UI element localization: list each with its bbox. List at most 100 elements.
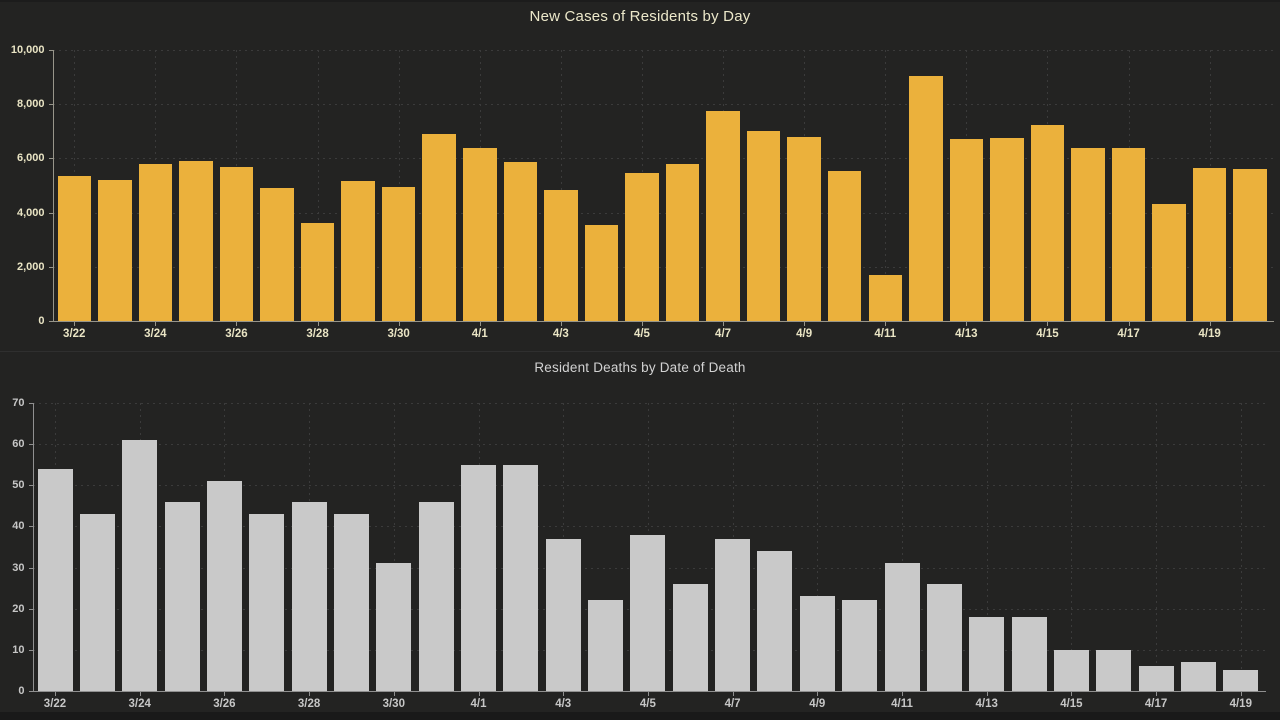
x-axis-label: 4/19 [1229, 698, 1252, 710]
x-axis-label: 3/24 [128, 698, 151, 710]
h-gridline [52, 212, 1274, 214]
bar [376, 563, 412, 691]
x-axis-tick [902, 692, 903, 696]
bar [179, 161, 213, 321]
x-axis-label: 4/19 [1198, 328, 1221, 340]
deaths-plot-area: 3/22 3/24 3/26 3/28 3/30 4/1 4/3 4/5 4/7 4/9 4/11 4… [0, 352, 1280, 712]
x-axis-tick [479, 322, 481, 326]
bar [1223, 670, 1259, 691]
y-axis-tick [48, 212, 53, 214]
y-axis-label: 10 [12, 643, 25, 656]
y-axis-tick [48, 321, 53, 322]
y-axis-label: 40 [12, 520, 25, 533]
bar [746, 131, 781, 321]
y-axis-label: 70 [12, 397, 25, 409]
y-axis-label: 2,000 [16, 260, 45, 273]
v-gridline [1240, 403, 1242, 691]
y-axis-label: 0 [38, 315, 45, 327]
bar [206, 481, 242, 691]
bar [1152, 204, 1186, 321]
x-axis-tick [393, 692, 395, 696]
panel-divider [0, 351, 1280, 352]
x-axis-tick [647, 692, 649, 696]
x-axis-label: 4/13 [975, 698, 998, 710]
x-axis-label: 3/30 [382, 698, 405, 710]
x-axis-label: 4/11 [874, 328, 897, 340]
bar [926, 584, 962, 691]
y-axis-tick [28, 403, 33, 404]
bar [503, 464, 539, 691]
v-gridline [398, 50, 400, 321]
x-axis-tick [55, 692, 56, 696]
x-axis-tick [1240, 692, 1242, 696]
y-axis-tick [28, 444, 33, 446]
x-axis-tick [1047, 322, 1049, 326]
x-axis-label: 4/17 [1117, 328, 1140, 340]
y-axis-label: 8,000 [16, 98, 45, 111]
y-axis-tick [28, 485, 33, 487]
bar [79, 514, 115, 691]
v-gridline [1071, 403, 1073, 691]
bar [333, 514, 369, 691]
bar [827, 170, 862, 321]
bar [291, 501, 327, 691]
y-axis-tick [28, 649, 33, 651]
v-gridline [317, 50, 319, 321]
bar [1011, 616, 1047, 691]
bar [1111, 147, 1146, 321]
x-axis-tick [236, 322, 238, 326]
x-axis-label: 4/1 [471, 328, 488, 340]
x-axis-tick [1209, 322, 1211, 326]
y-axis-tick [28, 691, 33, 692]
x-axis-tick [966, 322, 968, 326]
bar [665, 163, 700, 321]
x-axis-label: 4/5 [633, 328, 650, 340]
y-axis-label: 60 [12, 438, 25, 451]
y-axis-tick [28, 526, 33, 528]
x-axis-label: 4/7 [715, 328, 732, 340]
x-axis-label: 4/3 [552, 328, 569, 340]
y-axis-label: 6,000 [16, 152, 45, 165]
y-axis-label: 10,000 [10, 44, 45, 56]
bar [1071, 147, 1105, 321]
y-axis-tick [28, 608, 33, 610]
bar [98, 180, 132, 321]
bar [630, 534, 666, 691]
bar [219, 166, 254, 321]
bar [422, 134, 456, 321]
bar [249, 514, 285, 691]
bar [341, 181, 375, 321]
bar [1233, 169, 1267, 321]
bar [418, 501, 454, 691]
bar [1030, 124, 1065, 321]
x-axis-tick [74, 322, 76, 326]
bar [715, 538, 751, 691]
bar [461, 464, 496, 691]
x-axis-tick [155, 322, 157, 326]
x-axis-label: 4/5 [639, 698, 656, 710]
new-cases-plot-area: 3/22 3/24 3/26 3/28 3/30 4/1 4/3 4/5 4/7 4/9 4/11 4… [0, 0, 1280, 351]
bar [381, 186, 416, 321]
x-axis-label: 4/15 [1036, 328, 1059, 340]
h-gridline [52, 266, 1274, 268]
x-axis-tick [723, 322, 725, 326]
x-axis-tick [1071, 692, 1073, 696]
x-axis-tick [478, 692, 480, 696]
x-axis-label: 4/13 [955, 328, 978, 340]
bar [300, 223, 335, 321]
x-axis-tick [563, 692, 565, 696]
h-gridline [32, 485, 1266, 487]
x-axis-tick [817, 692, 819, 696]
x-axis-tick [986, 692, 988, 696]
bar [1192, 167, 1227, 321]
x-axis-label: 4/15 [1060, 698, 1083, 710]
y-axis-label: 50 [12, 479, 25, 492]
new-cases-chart-panel: New Cases of Residents by Day 3/22 3/24 3/… [0, 0, 1280, 351]
x-axis-tick [1128, 322, 1130, 326]
y-axis-tick [48, 104, 53, 106]
bar [884, 563, 920, 691]
bar [588, 600, 624, 691]
new-cases-chart-title: New Cases of Residents by Day [529, 8, 751, 25]
x-axis-tick [224, 692, 226, 696]
x-axis-label: 3/24 [144, 328, 167, 340]
